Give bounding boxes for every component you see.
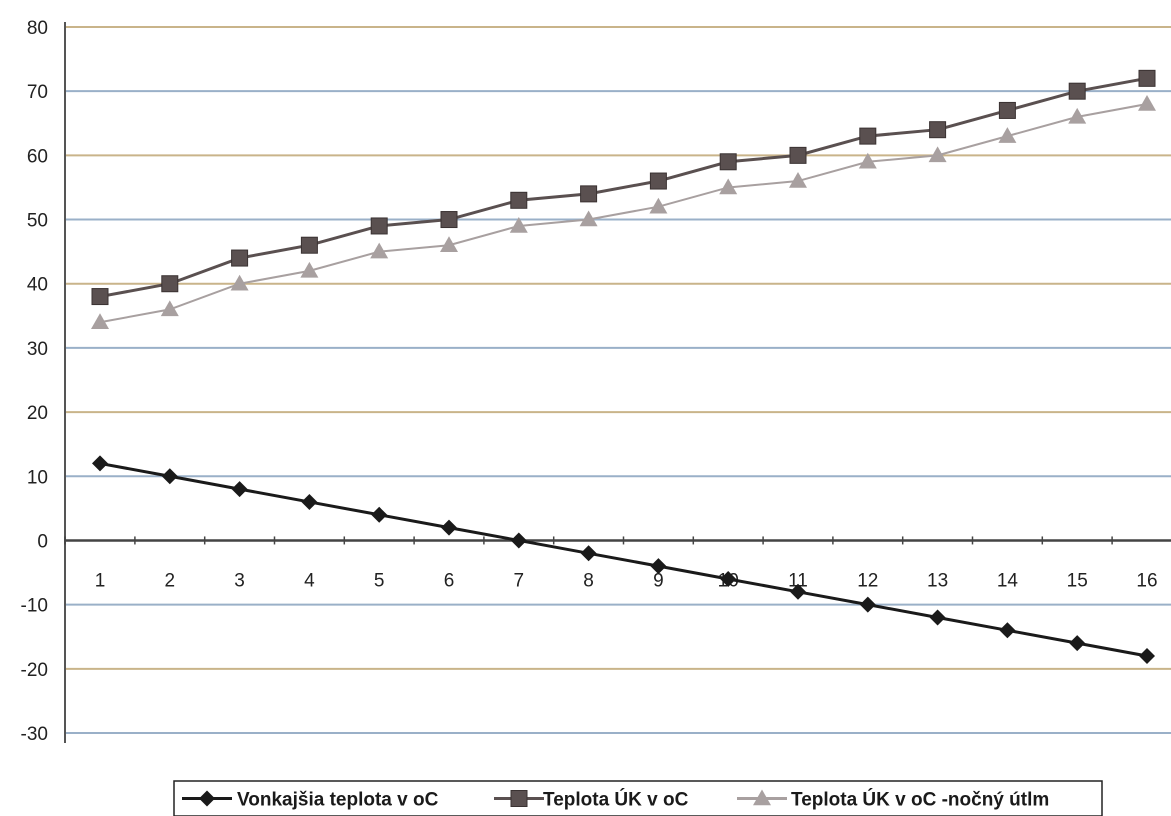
x-tick-label: 4 [304, 570, 315, 591]
y-tick-label: -20 [21, 660, 48, 681]
y-tick-label: 40 [27, 275, 48, 296]
y-tick-label: 0 [37, 531, 48, 552]
data-point-square [161, 275, 179, 293]
legend-entry-3: Teplota ÚK v oC -nočný útlm [737, 789, 1049, 811]
x-tick-label: 12 [857, 570, 878, 591]
data-point-square [370, 217, 388, 235]
y-tick-label: 10 [27, 467, 48, 488]
data-point-triangle [998, 127, 1017, 143]
data-point-diamond [1139, 647, 1155, 664]
x-tick-label: 11 [788, 570, 808, 591]
data-point-diamond [92, 455, 108, 472]
data-point-square [1138, 69, 1156, 87]
x-tick-label: 2 [165, 570, 176, 591]
data-point-square [649, 172, 667, 190]
y-tick-label: 50 [27, 211, 48, 232]
data-point-diamond [510, 532, 527, 549]
y-tick-label: 80 [27, 18, 48, 39]
data-point-triangle [160, 300, 179, 317]
gridlines [65, 26, 1171, 734]
legend-label: Vonkajšia teplota v oC [237, 790, 439, 811]
data-point-square [719, 153, 737, 171]
data-point-triangle [928, 146, 947, 163]
y-tick-label: -10 [21, 596, 48, 617]
data-point-triangle [91, 313, 109, 329]
legend-marker-triangle [753, 789, 771, 806]
data-point-triangle [719, 178, 738, 195]
x-tick-label: 8 [583, 570, 594, 591]
x-tick-label: 5 [374, 570, 385, 591]
data-point-square [510, 191, 528, 209]
data-point-diamond [650, 558, 667, 575]
data-point-diamond [790, 583, 806, 600]
data-point-triangle [370, 242, 389, 259]
legend: Vonkajšia teplota v oC Teplota ÚK v oC Tep… [173, 780, 1103, 816]
x-tick-label: 13 [927, 570, 948, 591]
x-tick-label: 7 [514, 570, 525, 591]
data-point-square [859, 127, 877, 145]
data-point-diamond [859, 596, 876, 613]
data-point-diamond [371, 506, 388, 523]
x-tick-label: 1 [95, 570, 106, 591]
data-point-square [998, 101, 1016, 119]
axes [64, 22, 1171, 743]
data-point-diamond [720, 570, 737, 587]
legend-label: Teplota ÚK v oC -nočný útlm [791, 789, 1049, 811]
data-point-square [440, 211, 458, 229]
data-point-triangle [1068, 107, 1087, 124]
data-point-triangle [858, 152, 877, 169]
y-tick-label: 20 [27, 403, 48, 424]
data-point-square [580, 185, 598, 203]
data-point-diamond [301, 493, 318, 510]
data-point-diamond [231, 481, 248, 498]
legend-marker-diamond [199, 790, 215, 807]
data-point-triangle [579, 210, 598, 227]
y-tick-label: 70 [27, 82, 48, 103]
legend-marker-square [510, 790, 528, 807]
x-tick-label: 15 [1067, 570, 1088, 591]
data-point-triangle [789, 172, 807, 188]
x-tick-label: 14 [997, 570, 1019, 591]
y-tick-label: -30 [21, 724, 48, 745]
data-point-diamond [580, 545, 597, 562]
series-line [99, 76, 1148, 299]
data-point-diamond [1069, 635, 1086, 652]
series-2 [91, 69, 1156, 306]
data-point-diamond [441, 519, 457, 536]
data-point-diamond [929, 609, 946, 626]
data-point-diamond [161, 468, 178, 485]
data-point-square [91, 288, 109, 306]
x-tick-label: 3 [234, 570, 245, 591]
data-point-triangle [300, 261, 319, 278]
x-tick-label: 6 [444, 570, 455, 591]
data-point-square [789, 146, 807, 164]
series-line [99, 461, 1148, 658]
x-tick-label: 9 [653, 570, 664, 591]
data-point-diamond [999, 622, 1016, 639]
y-tick-label: 60 [27, 146, 48, 167]
legend-entry-2: Teplota ÚK v oC [494, 789, 689, 811]
data-point-square [929, 121, 947, 139]
series-line [99, 103, 1148, 324]
data-point-triangle [230, 274, 249, 291]
data-point-square [231, 249, 249, 267]
x-tick-labels: 12345678910111213141516 [95, 570, 1158, 591]
data-point-square [300, 236, 318, 254]
data-point-triangle [440, 236, 458, 252]
data-point-triangle [509, 216, 528, 233]
y-tick-labels: -30 -20 -10 0 10 20 30 40 50 60 70 80 [21, 18, 48, 745]
legend-entry-1: Vonkajšia teplota v oC [182, 790, 439, 811]
y-tick-label: 30 [27, 339, 48, 360]
series-1 [92, 455, 1155, 664]
data-point-triangle [649, 197, 668, 214]
legend-label: Teplota ÚK v oC [543, 789, 689, 811]
data-point-triangle [1138, 95, 1156, 111]
data-point-square [1068, 82, 1086, 100]
series-3 [91, 95, 1156, 329]
x-tick-label: 16 [1136, 570, 1157, 591]
legend-box [173, 780, 1103, 816]
series [91, 69, 1156, 664]
